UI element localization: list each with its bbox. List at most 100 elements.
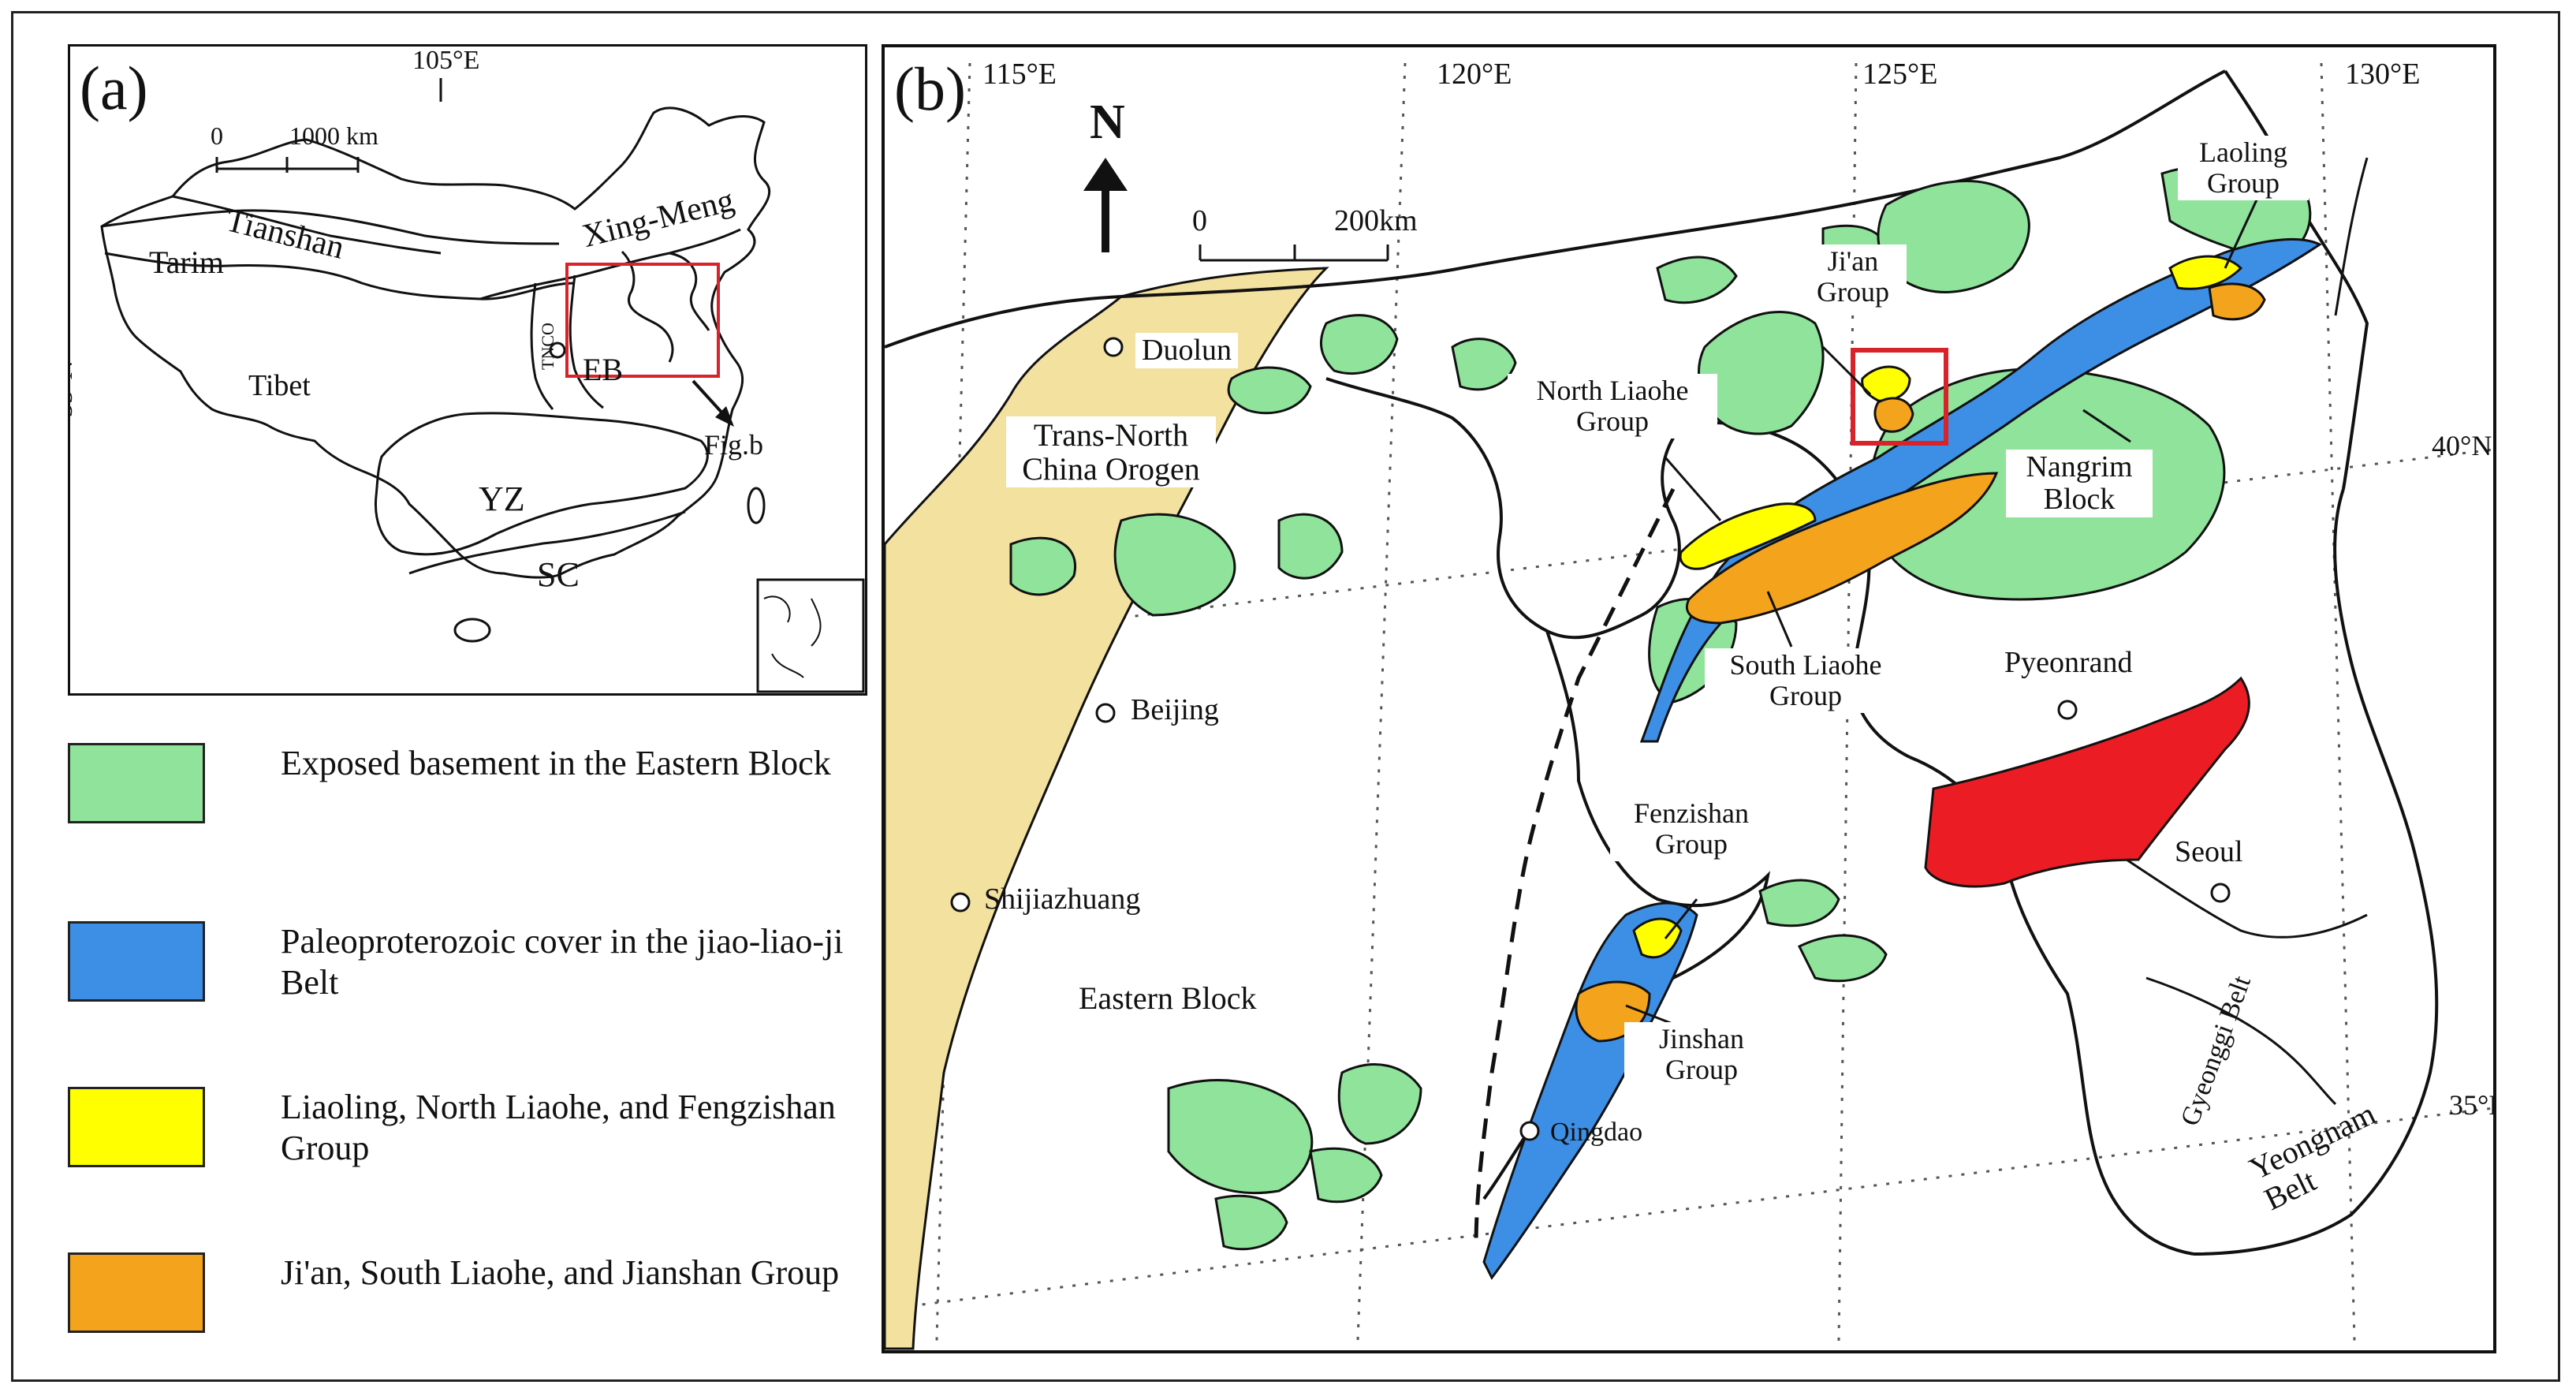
city-label-qingdao: Qingdao [1550, 1118, 1643, 1147]
jinshan-group-label: Jinshan Group [1624, 1022, 1779, 1087]
legend-item-yellow-groups: Liaoling, North Liaohe, and Fengzishan G… [68, 1087, 864, 1175]
laoling-orange [2208, 282, 2266, 321]
fig-b-extent-box [565, 263, 720, 378]
basement-shandong-w4 [1309, 1147, 1383, 1204]
city-label-seoul: Seoul [2175, 835, 2243, 868]
north-arrow-head [1083, 158, 1128, 191]
city-label-beijing: Beijing [1131, 693, 1219, 726]
basement-shandong-w2 [1337, 1063, 1422, 1145]
jian-yellow [1861, 365, 1911, 402]
legend: Exposed basement in the Eastern Block Pa… [68, 743, 864, 1342]
china-outline [100, 106, 771, 579]
longitude-115-label: 115°E [982, 58, 1057, 91]
leader-nangrim [2082, 409, 2131, 443]
parallel-35 [885, 1107, 2493, 1311]
longitude-120-label: 120°E [1437, 58, 1512, 91]
leader-lines [1625, 165, 2274, 1035]
city-markers [950, 337, 2231, 1141]
region-eb: EB [583, 352, 624, 387]
scale-zero-label: 0 [1192, 204, 1207, 237]
legend-text-basement: Exposed basement in the Eastern Block [281, 744, 831, 782]
latitude-35-label: 35°N [2449, 1089, 2493, 1121]
south-liaohe-orange [1686, 472, 1999, 625]
hainan-island [453, 618, 491, 643]
korea-red-block [1924, 676, 2250, 888]
longitude-125-label: 125°E [1862, 58, 1938, 91]
basement-shandong-w1 [1167, 1079, 1314, 1195]
regional-map-svg [885, 62, 2493, 1350]
laoling-group-label: Laoling Group [2178, 136, 2309, 200]
jian-orange [1873, 397, 1914, 433]
region-tibet: Tibet [248, 369, 311, 402]
fig-b-arrow-head [715, 406, 734, 427]
legend-text-yellow-groups: Liaoling, North Liaohe, and Fengzishan G… [281, 1088, 836, 1167]
basement-patch-w2 [1113, 513, 1236, 617]
legend-swatch-yellow-groups [68, 1087, 205, 1167]
tanlu-fault [1474, 487, 1676, 1247]
tianshan-belt [101, 209, 560, 245]
panel-a-china-map: (a) 105°E 35°N 0 1000 km Tianshan Xing-M… [68, 44, 867, 696]
panel-b-label: (b) [894, 54, 966, 123]
fenzishan-group-label: Fenzishan Group [1610, 797, 1773, 861]
xingmeng-boundary [479, 228, 741, 300]
region-tnco: TNCO [538, 323, 557, 370]
china-map-svg [100, 78, 865, 693]
city-marker-beijing [1095, 703, 1116, 723]
eastern-block-label: Eastern Block [1079, 980, 1257, 1016]
basement-patch-nw1 [1227, 366, 1312, 415]
legend-swatch-paleo-cover [68, 921, 205, 1002]
panel-a-label: (a) [80, 54, 148, 122]
legend-text-paleo-cover: Paleoproterozoic cover in the jiao-liao-… [281, 922, 844, 1002]
leader-fenzishan [1664, 898, 1698, 939]
region-sc: SC [537, 555, 580, 594]
city-marker-pyeonrand [2057, 700, 2078, 720]
orogen-label: Trans-North China Orogen [1006, 416, 1216, 488]
scale-zero-label: 0 [211, 121, 223, 150]
region-tarim: Tarim [149, 244, 224, 280]
basement-patch-n1 [1656, 256, 1738, 304]
region-yz: YZ [479, 480, 525, 518]
tianshan-north [172, 195, 442, 255]
bohai-bay-coast [1325, 377, 1683, 640]
tnco-marker [549, 342, 566, 359]
leader-jian [1821, 345, 1872, 396]
city-marker-seoul [2210, 883, 2231, 903]
bohai-coast [621, 250, 674, 363]
taiwan-island [747, 487, 766, 524]
figure-frame [11, 11, 2560, 1382]
north-korea-coast [2334, 157, 2369, 316]
legend-item-orange-groups: Ji'an, South Liaohe, and Jianshan Group [68, 1252, 864, 1341]
legend-swatch-orange-groups [68, 1252, 205, 1333]
basement-patch-nw2 [1319, 314, 1399, 375]
jiaobei-blue-belt [1482, 901, 1698, 1280]
legend-item-basement: Exposed basement in the Eastern Block [68, 743, 864, 831]
south-china-sea-inset [756, 578, 865, 693]
legend-text-orange-groups: Ji'an, South Liaohe, and Jianshan Group [281, 1253, 840, 1292]
laoling-yellow [2168, 255, 2243, 290]
inset-coastline [763, 595, 822, 678]
fig-b-pointer-label: Fig.b [704, 429, 764, 461]
latitude-35-label: 35°N [68, 360, 78, 417]
north-liaohe-yellow [1679, 502, 1817, 570]
legend-item-paleo-cover: Paleoproterozoic cover in the jiao-liao-… [68, 921, 864, 1010]
basement-jiaodong [1797, 934, 1888, 983]
longitude-105-label: 105°E [412, 46, 480, 75]
south-china-boundary [408, 510, 686, 575]
leader-north-liaohe [1664, 457, 1722, 521]
south-liaohe-group-label: South Liaohe Group [1705, 648, 1907, 713]
basement-patch-w3 [1277, 513, 1344, 580]
basement-northliaohe-left [1698, 311, 1825, 435]
jian-group-label: Ji'an Group [1799, 244, 1907, 309]
scale-text-label: 1000 km [289, 121, 378, 150]
northern-boundary [885, 69, 2226, 349]
scale-text-label: 200km [1334, 204, 1418, 237]
basement-patch-w1 [1009, 536, 1076, 596]
trans-north-china-orogen [885, 267, 1329, 1350]
city-marker-duolun [1103, 337, 1124, 357]
legend-swatch-basement [68, 743, 205, 823]
panel-b-regional-map: (b) 115°E 120°E 125°E 130°E 40°N 35°N N … [882, 44, 2496, 1353]
gyeonggi-boundary [2114, 850, 2368, 939]
north-liaohe-group-label: North Liaohe Group [1508, 374, 1717, 439]
yangtze-block [374, 412, 709, 556]
city-marker-qingdao [1519, 1121, 1540, 1141]
